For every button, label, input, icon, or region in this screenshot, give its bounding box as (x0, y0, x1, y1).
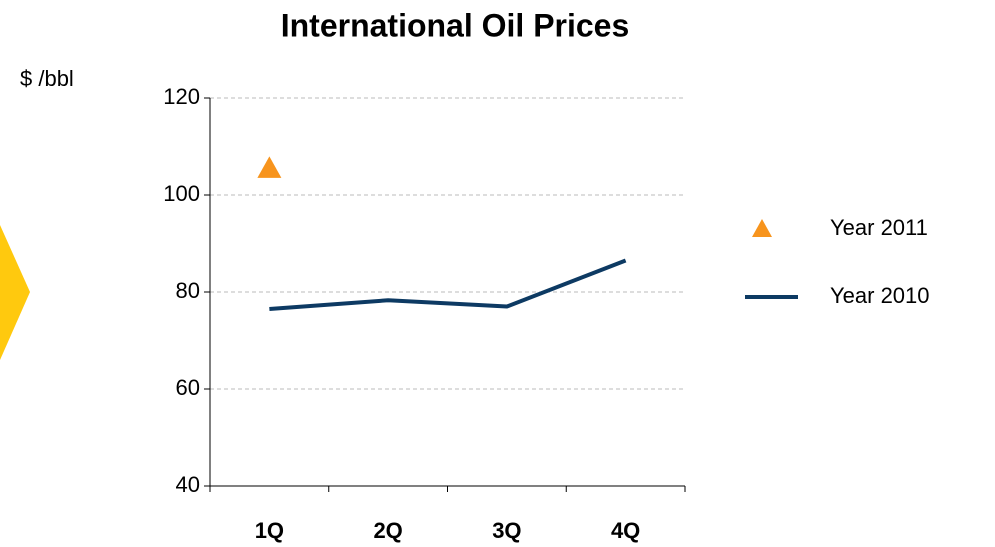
y-axis-label: $ /bbl (20, 66, 74, 91)
y-tick-label: 120 (163, 84, 200, 109)
y-tick-label: 60 (176, 375, 200, 400)
x-tick-label: 3Q (492, 518, 521, 543)
decorative-arrow (0, 225, 30, 360)
y-tick-label: 40 (176, 472, 200, 497)
y-tick-label: 100 (163, 181, 200, 206)
chart-title: International Oil Prices (281, 7, 630, 43)
x-tick-label: 4Q (611, 518, 640, 543)
legend-marker (752, 219, 772, 237)
x-tick-label: 2Q (373, 518, 402, 543)
x-tick-label: 1Q (255, 518, 284, 543)
legend-label: Year 2010 (830, 283, 930, 308)
y-tick-label: 80 (176, 278, 200, 303)
line (269, 258, 627, 311)
legend-label: Year 2011 (830, 215, 928, 240)
marker (257, 156, 282, 178)
